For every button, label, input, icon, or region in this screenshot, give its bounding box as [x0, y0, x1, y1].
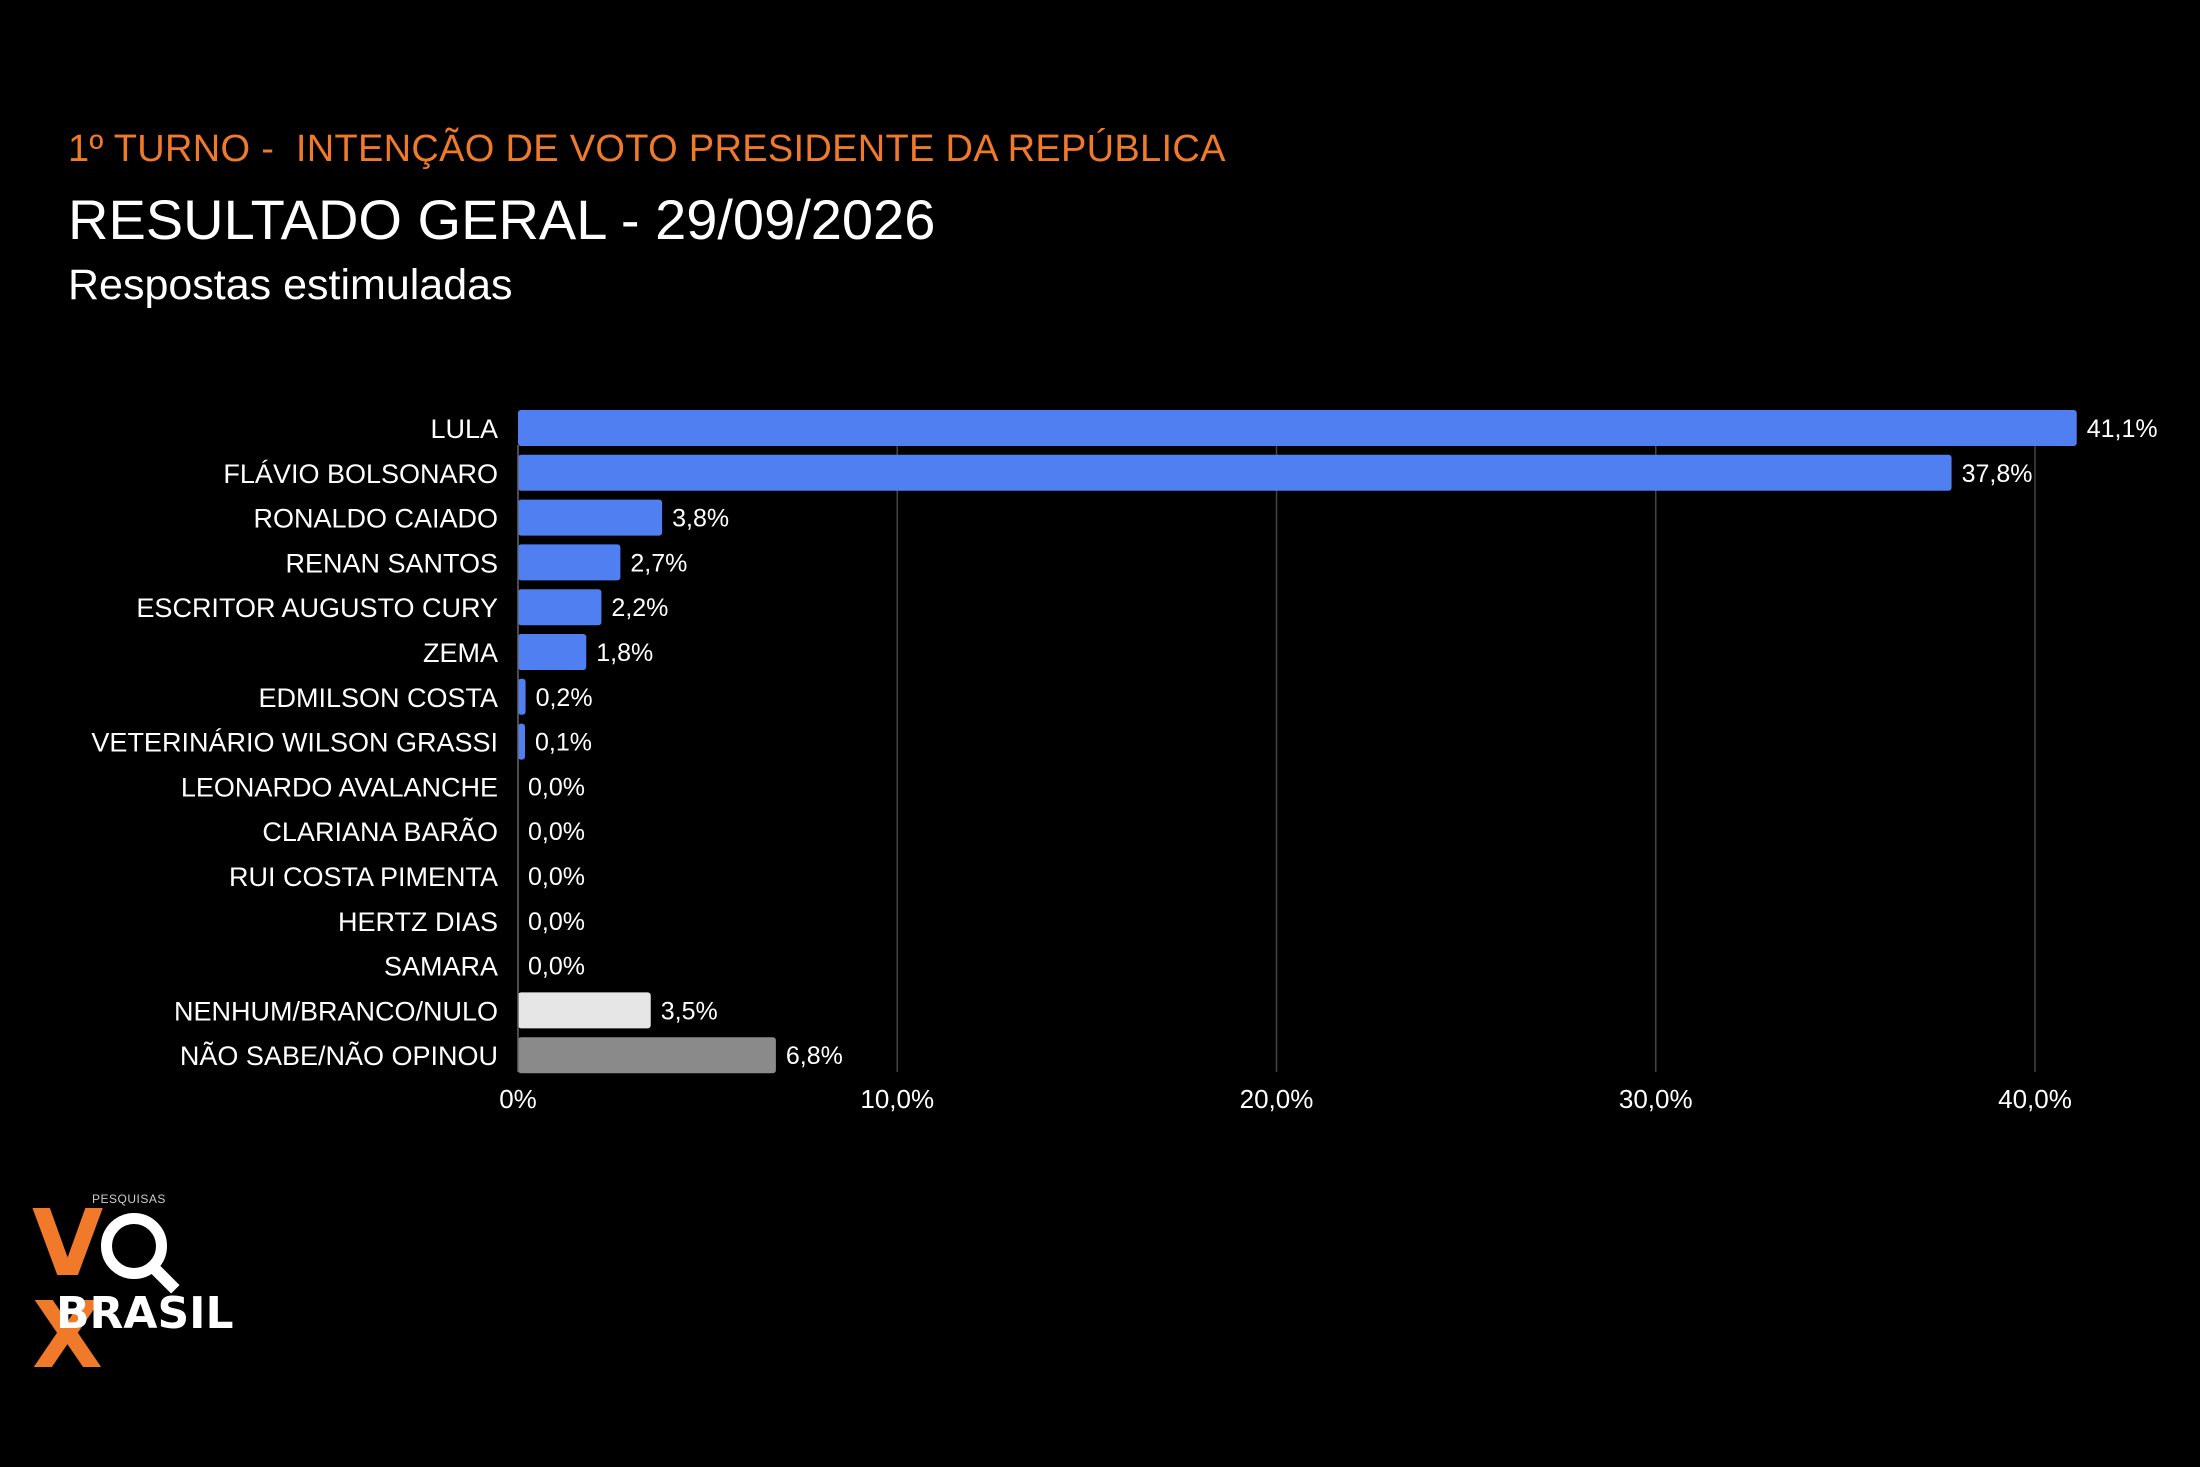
bar	[518, 589, 602, 626]
bar-value-label: 0,0%	[528, 818, 585, 846]
magnifier-icon	[101, 1213, 168, 1279]
bar	[518, 992, 651, 1029]
bar	[518, 723, 525, 760]
x-tick-label: 0%	[499, 1084, 537, 1114]
bar-value-label: 37,8%	[1962, 460, 2033, 488]
bar-value-label: 41,1%	[2087, 415, 2158, 443]
category-label: SAMARA	[384, 952, 498, 982]
x-tick-label: 40,0%	[1998, 1084, 2072, 1114]
bar-value-label: 2,7%	[630, 549, 687, 577]
category-label: HERTZ DIAS	[338, 907, 498, 937]
x-tick-label: 20,0%	[1240, 1084, 1314, 1114]
category-label: FLÁVIO BOLSONARO	[223, 459, 498, 489]
bar	[518, 454, 1952, 491]
bar-value-label: 0,0%	[528, 773, 585, 801]
category-label: EDMILSON COSTA	[258, 683, 498, 713]
category-label: LEONARDO AVALANCHE	[181, 772, 498, 802]
category-label: VETERINÁRIO WILSON GRASSI	[91, 728, 498, 758]
logo-brasil-text: BRASIL	[56, 1288, 234, 1339]
bar	[518, 678, 526, 715]
chart-subtitle: Respostas estimuladas	[68, 261, 513, 309]
vox-brasil-logo: PESQUISAS VX BRASIL	[30, 1192, 234, 1382]
chart-header: 1º TURNO - INTENÇÃO DE VOTO PRESIDENTE D…	[68, 130, 1226, 307]
bar-value-label: 0,0%	[528, 863, 585, 891]
chart-title: RESULTADO GERAL - 29/09/2026	[68, 188, 936, 251]
category-label: RENAN SANTOS	[285, 548, 498, 578]
bar	[518, 544, 621, 581]
category-label: ZEMA	[423, 638, 498, 668]
category-label: CLARIANA BARÃO	[262, 816, 498, 847]
bar-value-label: 6,8%	[786, 1042, 843, 1070]
bar-value-label: 0,0%	[528, 908, 585, 936]
bar-value-label: 1,8%	[596, 639, 653, 667]
category-label: NÃO SABE/NÃO OPINOU	[180, 1040, 498, 1071]
category-label: NENHUM/BRANCO/NULO	[174, 996, 498, 1026]
bar	[518, 410, 2077, 446]
category-label: RUI COSTA PIMENTA	[229, 862, 498, 892]
bar-value-label: 0,2%	[536, 684, 593, 712]
logo-small-text: PESQUISAS	[92, 1192, 166, 1206]
chart-supertitle: 1º TURNO - INTENÇÃO DE VOTO PRESIDENTE D…	[68, 128, 1226, 170]
bar-value-label: 3,8%	[672, 505, 729, 533]
x-tick-label: 10,0%	[860, 1084, 934, 1114]
x-tick-label: 30,0%	[1619, 1084, 1693, 1114]
bar	[518, 1037, 776, 1074]
bar-value-label: 3,5%	[661, 997, 718, 1025]
logo-vox-wordmark: VX	[32, 1198, 230, 1382]
category-label: ESCRITOR AUGUSTO CURY	[136, 593, 498, 623]
bar-value-label: 0,1%	[535, 729, 592, 757]
category-label: RONALDO CAIADO	[253, 504, 498, 534]
bar-value-label: 2,2%	[611, 594, 668, 622]
bar	[518, 634, 587, 670]
bar-value-label: 0,0%	[528, 953, 585, 981]
category-label: LULA	[430, 414, 498, 444]
bar	[518, 499, 663, 536]
